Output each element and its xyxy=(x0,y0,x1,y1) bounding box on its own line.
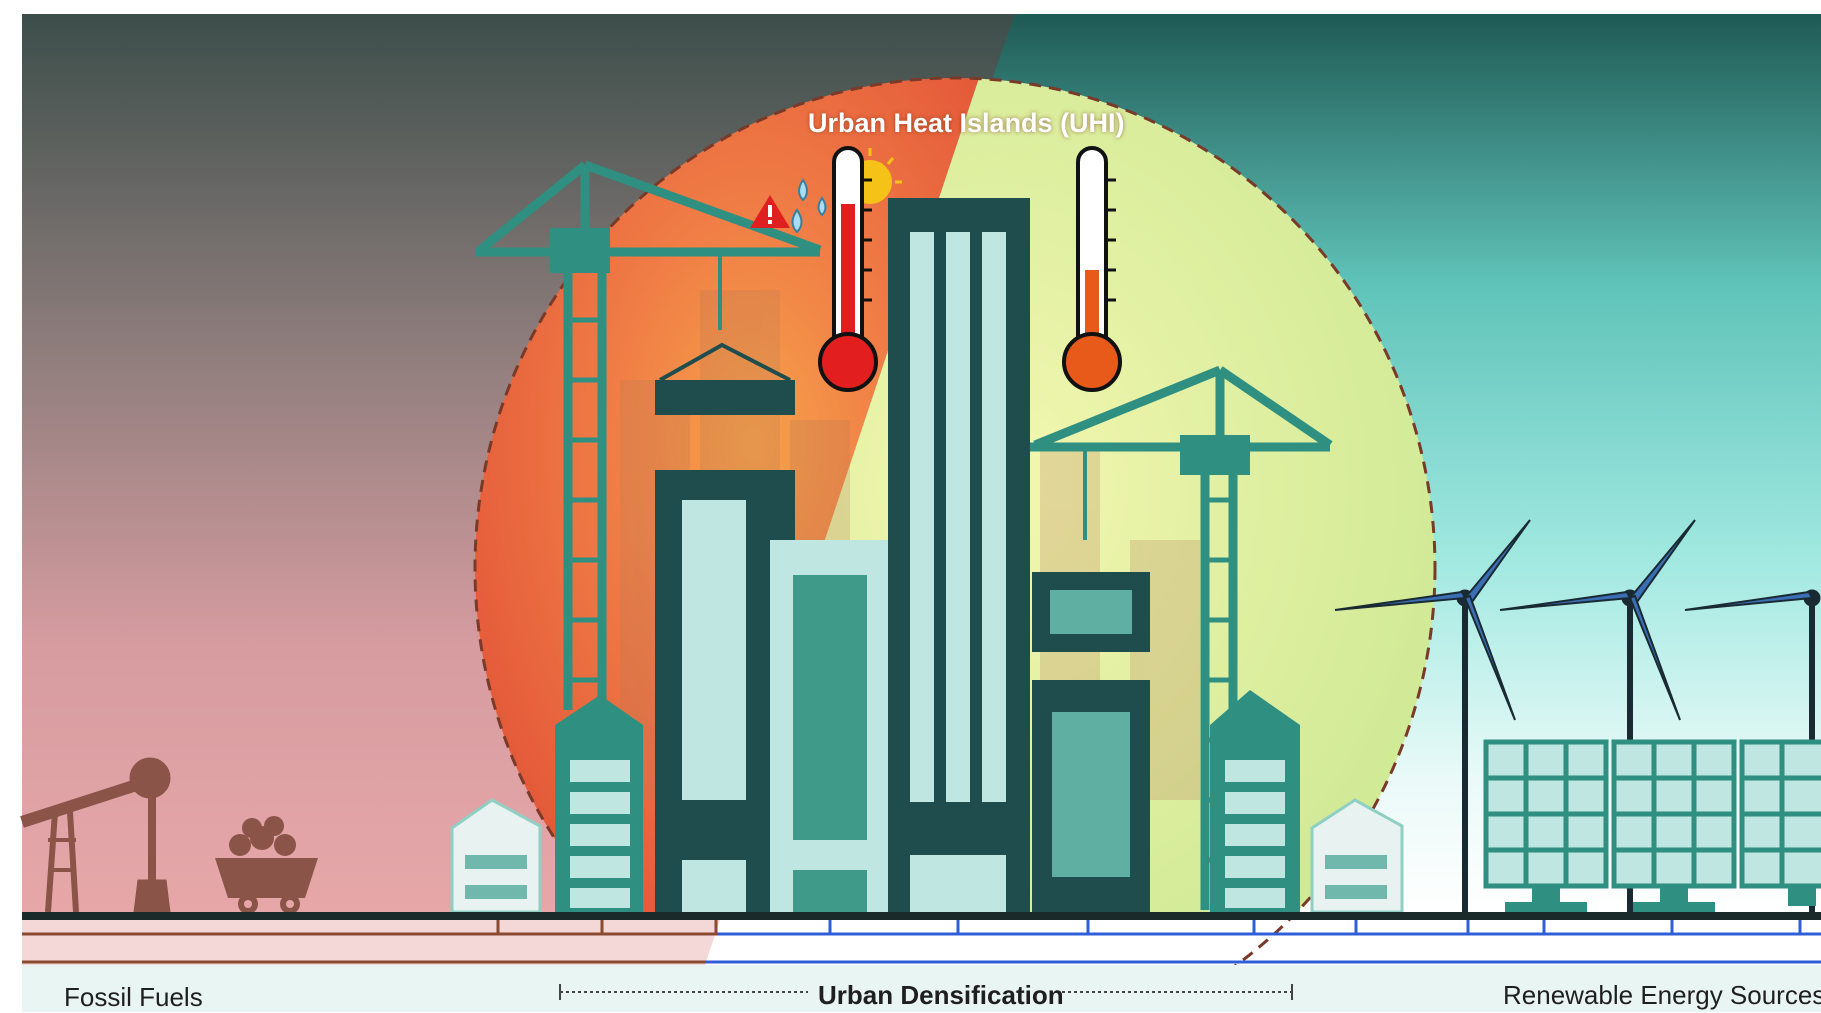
label-fossil-fuels: Fossil Fuels xyxy=(64,982,203,1012)
fossil-band xyxy=(22,920,720,965)
building-light-mid xyxy=(770,540,890,912)
crane-counterweight xyxy=(550,228,610,273)
crane-counterweight-right xyxy=(1180,435,1250,475)
solar-panel-icon xyxy=(1483,739,1609,912)
uhi-boundary xyxy=(473,76,1437,1012)
densification-range xyxy=(559,984,1293,1000)
solar-panel-icon-2 xyxy=(1611,739,1737,912)
label-urban-densification: Urban Densification xyxy=(818,980,1064,1010)
wind-turbine-icon xyxy=(1334,519,1531,912)
building-tall xyxy=(888,198,1030,912)
crane-load xyxy=(655,380,795,415)
label-renewable-energy: Renewable Energy Sources xyxy=(1503,980,1821,1010)
crane-sling xyxy=(659,342,791,382)
fossil-grid-line xyxy=(22,920,718,964)
oil-pump-icon xyxy=(20,757,171,913)
coal-cart-icon xyxy=(215,816,318,914)
building-icon xyxy=(555,695,643,912)
thermometer-warm-icon xyxy=(1062,146,1122,392)
house-icon xyxy=(450,798,542,914)
thermometer-hot-icon xyxy=(818,146,878,392)
water-drops-icon xyxy=(791,178,827,234)
building-dark-right xyxy=(1032,572,1150,912)
building-icon-right xyxy=(1210,690,1300,912)
warning-icon xyxy=(750,195,790,228)
renewable-grid-line xyxy=(706,920,1821,964)
label-band xyxy=(22,965,1821,1012)
solar-panel-icon-3 xyxy=(1739,739,1821,906)
ground-line xyxy=(22,912,1821,920)
diagram-title: Urban Heat Islands (UHI) xyxy=(808,108,1125,138)
crane-icon xyxy=(475,160,822,710)
